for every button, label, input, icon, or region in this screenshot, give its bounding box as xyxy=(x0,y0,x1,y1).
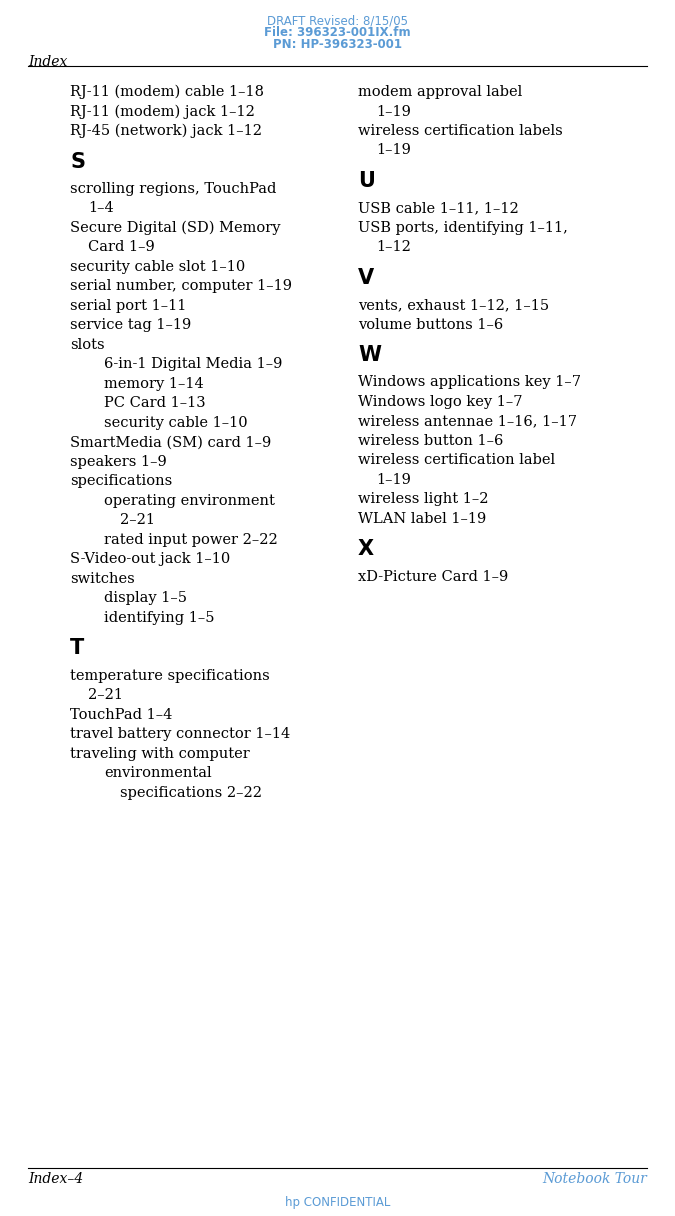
Text: wireless certification label: wireless certification label xyxy=(358,454,555,467)
Text: U: U xyxy=(358,171,375,191)
Text: security cable slot 1–10: security cable slot 1–10 xyxy=(70,260,245,274)
Text: service tag 1–19: service tag 1–19 xyxy=(70,319,191,332)
Text: V: V xyxy=(358,268,374,288)
Text: speakers 1–9: speakers 1–9 xyxy=(70,455,167,469)
Text: Windows applications key 1–7: Windows applications key 1–7 xyxy=(358,376,581,389)
Text: Card 1–9: Card 1–9 xyxy=(88,241,155,254)
Text: W: W xyxy=(358,345,381,365)
Text: xD-Picture Card 1–9: xD-Picture Card 1–9 xyxy=(358,570,508,584)
Text: RJ-11 (modem) jack 1–12: RJ-11 (modem) jack 1–12 xyxy=(70,105,255,119)
Text: specifications: specifications xyxy=(70,474,172,489)
Text: modem approval label: modem approval label xyxy=(358,85,522,98)
Text: 2–21: 2–21 xyxy=(120,513,155,528)
Text: identifying 1–5: identifying 1–5 xyxy=(104,610,215,625)
Text: Index–4: Index–4 xyxy=(28,1172,83,1186)
Text: 1–4: 1–4 xyxy=(88,202,114,215)
Text: operating environment: operating environment xyxy=(104,494,275,508)
Text: specifications 2–22: specifications 2–22 xyxy=(120,786,262,800)
Text: USB ports, identifying 1–11,: USB ports, identifying 1–11, xyxy=(358,221,568,235)
Text: DRAFT Revised: 8/15/05: DRAFT Revised: 8/15/05 xyxy=(267,15,408,27)
Text: Index: Index xyxy=(28,55,68,69)
Text: USB cable 1–11, 1–12: USB cable 1–11, 1–12 xyxy=(358,202,519,215)
Text: Notebook Tour: Notebook Tour xyxy=(542,1172,647,1186)
Text: 1–19: 1–19 xyxy=(376,473,411,486)
Text: 6-in-1 Digital Media 1–9: 6-in-1 Digital Media 1–9 xyxy=(104,358,282,371)
Text: 1–12: 1–12 xyxy=(376,241,411,254)
Text: wireless antennae 1–16, 1–17: wireless antennae 1–16, 1–17 xyxy=(358,415,577,428)
Text: security cable 1–10: security cable 1–10 xyxy=(104,416,248,429)
Text: wireless certification labels: wireless certification labels xyxy=(358,124,563,137)
Text: travel battery connector 1–14: travel battery connector 1–14 xyxy=(70,727,290,741)
Text: serial number, computer 1–19: serial number, computer 1–19 xyxy=(70,280,292,293)
Text: 1–19: 1–19 xyxy=(376,105,411,118)
Text: serial port 1–11: serial port 1–11 xyxy=(70,299,186,313)
Text: S: S xyxy=(70,152,85,171)
Text: display 1–5: display 1–5 xyxy=(104,591,187,606)
Text: temperature specifications: temperature specifications xyxy=(70,669,270,682)
Text: wireless light 1–2: wireless light 1–2 xyxy=(358,492,489,507)
Text: slots: slots xyxy=(70,338,105,351)
Text: PN: HP-396323-001: PN: HP-396323-001 xyxy=(273,38,402,51)
Text: T: T xyxy=(70,638,84,658)
Text: wireless button 1–6: wireless button 1–6 xyxy=(358,434,504,447)
Text: memory 1–14: memory 1–14 xyxy=(104,377,204,390)
Text: environmental: environmental xyxy=(104,766,212,781)
Text: 1–19: 1–19 xyxy=(376,143,411,158)
Text: SmartMedia (SM) card 1–9: SmartMedia (SM) card 1–9 xyxy=(70,435,271,450)
Text: switches: switches xyxy=(70,572,135,586)
Text: Windows logo key 1–7: Windows logo key 1–7 xyxy=(358,395,522,409)
Text: hp CONFIDENTIAL: hp CONFIDENTIAL xyxy=(285,1197,390,1209)
Text: TouchPad 1–4: TouchPad 1–4 xyxy=(70,708,172,721)
Text: traveling with computer: traveling with computer xyxy=(70,747,250,761)
Text: Secure Digital (SD) Memory: Secure Digital (SD) Memory xyxy=(70,221,281,235)
Text: RJ-45 (network) jack 1–12: RJ-45 (network) jack 1–12 xyxy=(70,124,262,139)
Text: 2–21: 2–21 xyxy=(88,688,123,702)
Text: X: X xyxy=(358,540,374,559)
Text: volume buttons 1–6: volume buttons 1–6 xyxy=(358,317,504,332)
Text: RJ-11 (modem) cable 1–18: RJ-11 (modem) cable 1–18 xyxy=(70,85,264,100)
Text: PC Card 1–13: PC Card 1–13 xyxy=(104,396,206,410)
Text: WLAN label 1–19: WLAN label 1–19 xyxy=(358,512,486,527)
Text: File: 396323-001IX.fm: File: 396323-001IX.fm xyxy=(264,26,411,39)
Text: scrolling regions, TouchPad: scrolling regions, TouchPad xyxy=(70,182,276,196)
Text: vents, exhaust 1–12, 1–15: vents, exhaust 1–12, 1–15 xyxy=(358,298,549,313)
Text: S-Video-out jack 1–10: S-Video-out jack 1–10 xyxy=(70,552,230,567)
Text: rated input power 2–22: rated input power 2–22 xyxy=(104,533,277,547)
